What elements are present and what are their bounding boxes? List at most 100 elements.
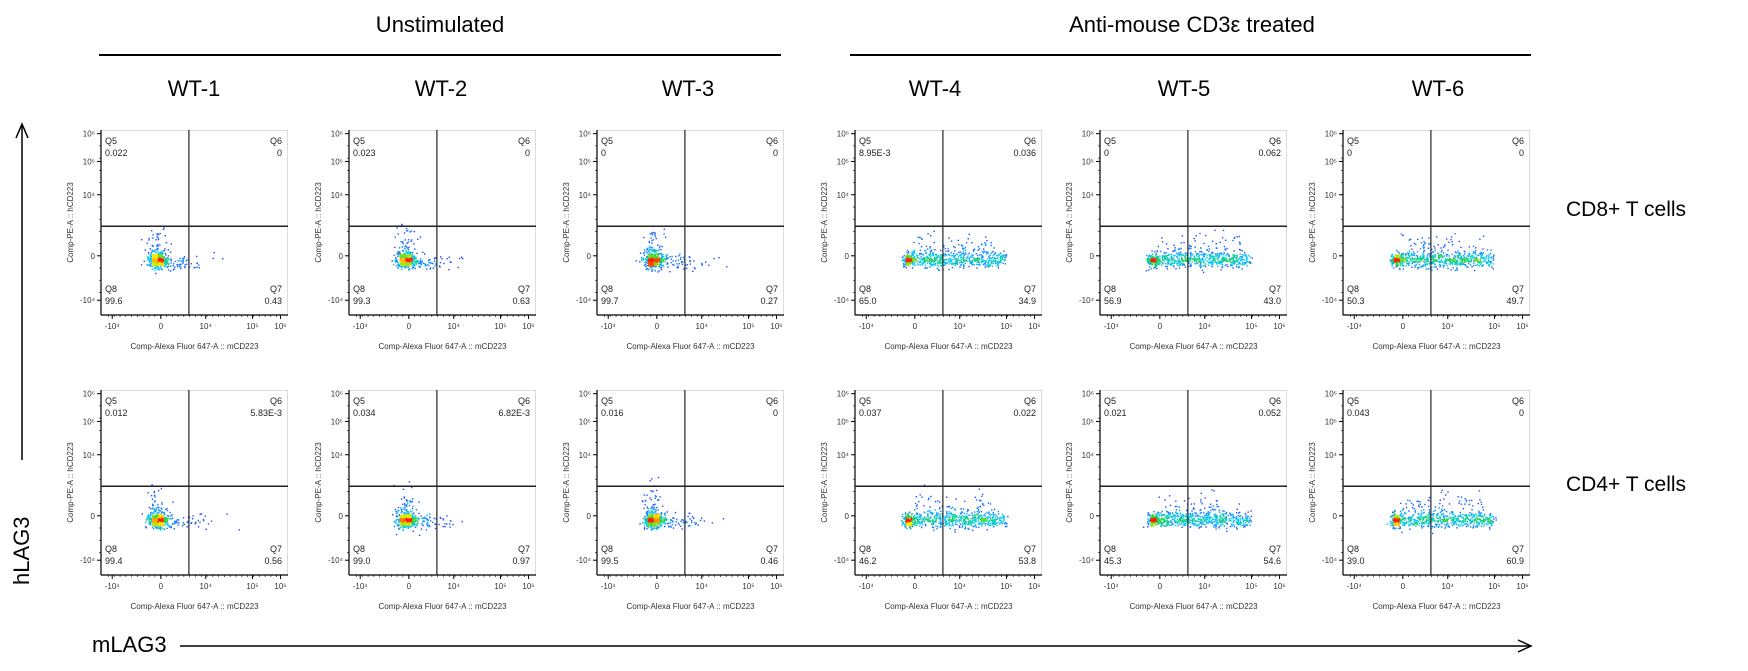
event-dot (156, 265, 158, 267)
event-dot (650, 248, 652, 251)
event-dot (1481, 261, 1483, 264)
event-dot (159, 520, 161, 523)
event-dot (1202, 265, 1204, 267)
event-dot (149, 518, 151, 521)
event-dot (160, 524, 163, 526)
y-tick-label: 10⁵ (331, 157, 343, 166)
event-dot (659, 264, 662, 266)
event-dot (661, 256, 664, 259)
event-dot (167, 257, 169, 260)
event-dot (1442, 255, 1444, 257)
event-dot (397, 263, 400, 266)
event-dot (401, 516, 403, 519)
event-dot (986, 257, 989, 260)
event-dot (662, 253, 664, 256)
event-dot (1438, 255, 1440, 258)
event-dot (928, 257, 930, 260)
event-dot (172, 265, 174, 267)
event-dot (1441, 249, 1443, 252)
event-dot (1155, 258, 1158, 260)
event-dot (403, 258, 405, 260)
event-dot (415, 257, 417, 259)
event-dot (161, 264, 164, 267)
event-dot (1247, 254, 1250, 257)
event-dot (1181, 256, 1183, 259)
x-tick-label: 10⁵ (246, 322, 258, 331)
event-dot (1211, 265, 1213, 268)
event-dot (146, 242, 148, 245)
event-dot (906, 264, 908, 267)
event-dot (1002, 255, 1004, 257)
event-dot (655, 253, 657, 255)
event-dot (154, 257, 156, 259)
event-dot (154, 494, 156, 497)
event-dot (999, 260, 1001, 262)
event-dot (399, 252, 401, 255)
event-dot (651, 257, 653, 260)
event-dot (924, 264, 927, 267)
plot-frame (100, 130, 288, 316)
event-dot (1228, 254, 1230, 256)
event-dot (395, 257, 397, 259)
event-dot (654, 261, 656, 263)
event-dot (963, 254, 966, 256)
event-dot (407, 262, 409, 264)
event-dot (1472, 257, 1474, 259)
event-dot (159, 528, 161, 530)
event-dot (157, 503, 159, 506)
y-tick-label: 0 (91, 252, 96, 261)
event-dot (179, 260, 181, 262)
event-dot (660, 266, 663, 269)
event-dot (431, 262, 433, 264)
event-dot (689, 256, 691, 259)
event-dot (911, 251, 914, 253)
event-dot (1223, 260, 1225, 262)
event-dot (419, 236, 422, 238)
event-dot (953, 255, 955, 257)
event-dot (924, 261, 926, 263)
event-dot (1236, 256, 1239, 258)
event-dot (1488, 265, 1490, 267)
event-dot (1395, 265, 1397, 268)
event-dot (911, 260, 913, 263)
event-dot (1423, 256, 1425, 259)
event-dot (906, 255, 908, 258)
y-tick-label: 10⁴ (331, 191, 344, 200)
event-dot (1003, 254, 1005, 257)
y-tick-label: 10⁵ (837, 157, 849, 166)
event-dot (938, 255, 940, 257)
event-dot (659, 258, 661, 260)
event-dot (681, 263, 683, 265)
event-dot (1194, 260, 1197, 263)
event-dot (660, 264, 662, 267)
event-dot (1216, 254, 1218, 256)
event-dot (158, 262, 160, 264)
event-dot (1180, 255, 1182, 257)
event-dot (1442, 252, 1445, 254)
event-dot (1440, 259, 1443, 261)
event-dot (151, 268, 153, 270)
event-dot (1223, 256, 1225, 259)
event-dot (1491, 256, 1493, 258)
event-dot (159, 232, 161, 235)
event-dot (166, 519, 169, 521)
event-dot (151, 512, 154, 514)
event-dot (651, 234, 654, 236)
event-dot (406, 263, 408, 265)
event-dot (647, 253, 649, 256)
event-dot (1216, 257, 1219, 259)
event-dot (1164, 257, 1166, 259)
x-axis-label: Comp-Alexa Fluor 647-A :: mCD223 (1372, 342, 1501, 351)
event-dot (1004, 259, 1006, 261)
event-dot (1459, 262, 1461, 264)
event-dot (936, 264, 939, 266)
event-dot (1469, 264, 1472, 266)
event-dot (970, 256, 972, 258)
sample-label: WT-6 (1411, 76, 1465, 101)
event-dot (1184, 252, 1187, 254)
event-dot (908, 255, 910, 257)
event-dot (990, 244, 992, 247)
event-dot (663, 258, 665, 260)
event-dot (416, 261, 418, 263)
event-dot (1411, 259, 1414, 261)
